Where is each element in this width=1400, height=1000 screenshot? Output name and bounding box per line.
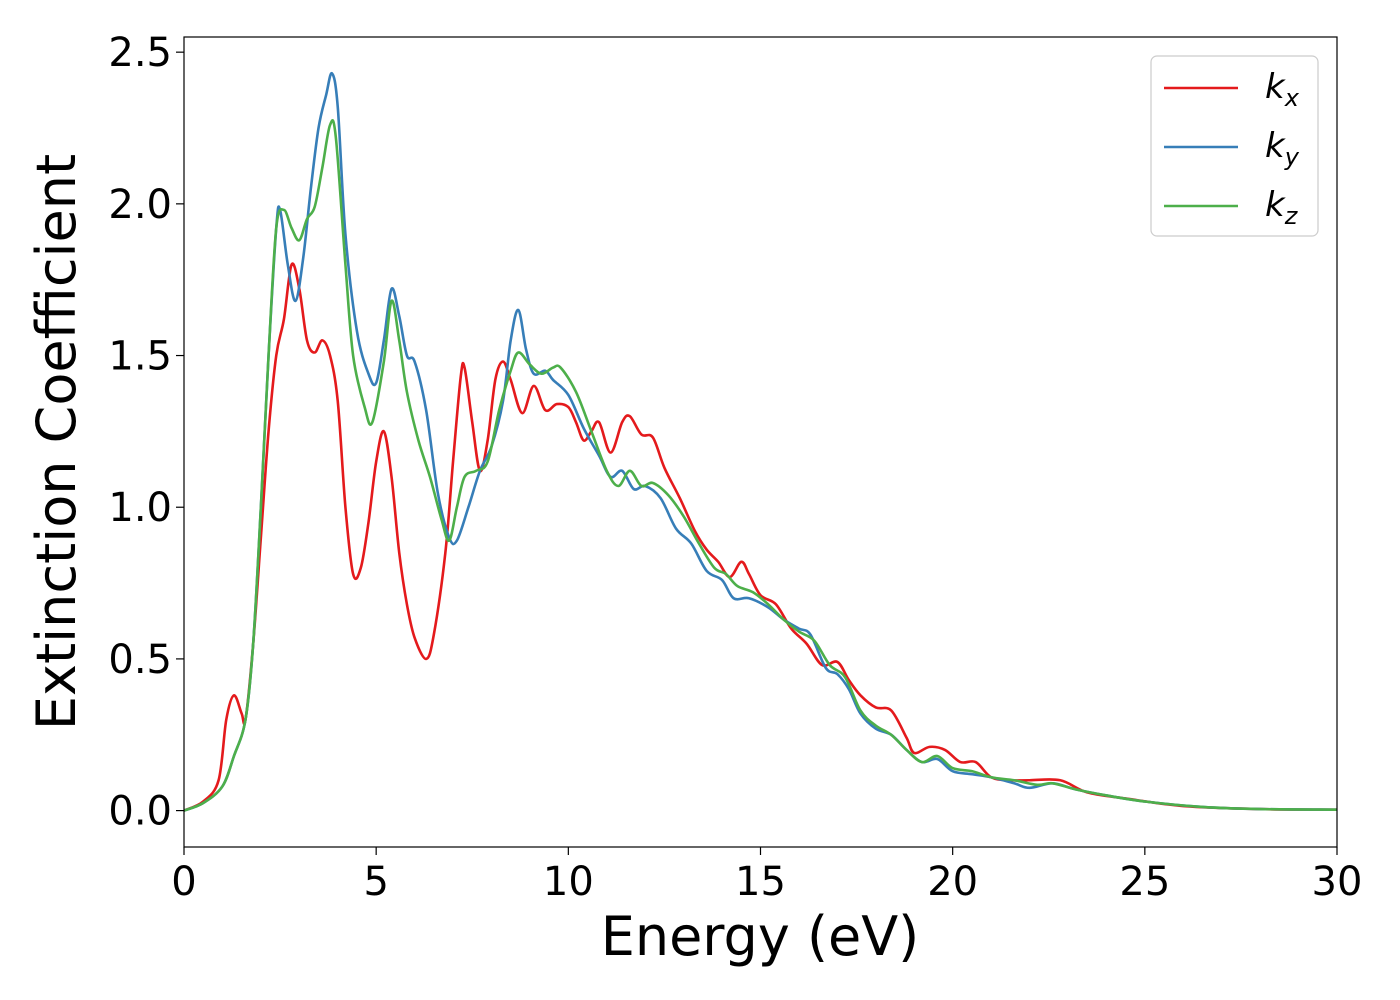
legend-label-main: k: [1265, 185, 1286, 225]
series-line-kz: [184, 119, 1337, 812]
legend-label-main: k: [1265, 67, 1286, 107]
y-tick-label: 0.5: [108, 637, 172, 683]
legend-label-subscript: y: [1284, 143, 1300, 171]
x-axis-ticks: 0 5 10 15 20 25 30: [171, 847, 1362, 905]
legend-label-kx: kx: [1265, 67, 1300, 112]
legend-label-subscript: z: [1284, 202, 1299, 230]
legend-label-subscript: x: [1284, 84, 1300, 112]
y-axis-label: Extinction Coefficient: [25, 154, 88, 730]
y-tick-label: 0.0: [108, 789, 172, 835]
x-tick-label: 0: [171, 859, 196, 905]
series-layer: [184, 72, 1337, 812]
x-tick-label: 15: [735, 859, 786, 905]
legend-label-kz: kz: [1265, 185, 1299, 230]
x-axis-label: Energy (eV): [601, 905, 920, 968]
x-tick-label: 25: [1119, 859, 1170, 905]
x-tick-label: 30: [1312, 859, 1363, 905]
x-tick-label: 5: [363, 859, 388, 905]
y-tick-label: 1.5: [108, 334, 172, 380]
y-axis-ticks: 0.0 0.5 1.0 1.5 2.0 2.5: [108, 30, 184, 835]
x-tick-label: 20: [927, 859, 978, 905]
y-tick-label: 2.0: [108, 182, 172, 228]
legend-label-ky: ky: [1265, 126, 1300, 171]
y-tick-label: 1.0: [108, 485, 172, 531]
legend-label-main: k: [1265, 126, 1286, 166]
x-tick-label: 10: [543, 859, 594, 905]
y-tick-label: 2.5: [108, 30, 172, 76]
series-line-kx: [184, 262, 1337, 812]
